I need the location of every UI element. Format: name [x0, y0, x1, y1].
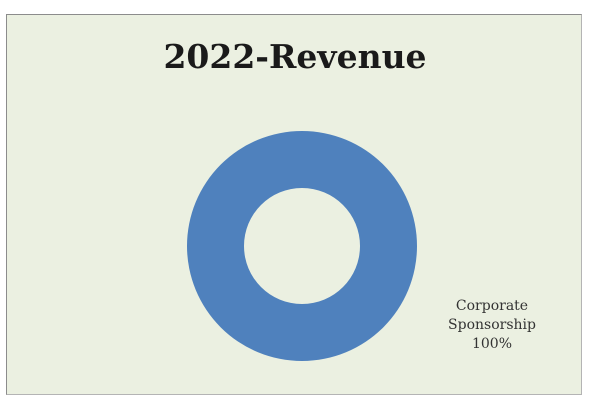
doughnut-chart [187, 131, 417, 361]
data-label-corporate-sponsorship: Corporate Sponsorship 100% [433, 297, 551, 354]
data-label-percent: 100% [471, 336, 513, 352]
data-label-category-line2: Sponsorship [448, 317, 536, 333]
chart-area: 2022-Revenue Corporate Sponsorship 100% [6, 14, 582, 395]
doughnut-slice-corporate-sponsorship [187, 131, 417, 361]
chart-title: 2022-Revenue [163, 37, 427, 76]
data-label-category-line1: Corporate [455, 298, 529, 314]
